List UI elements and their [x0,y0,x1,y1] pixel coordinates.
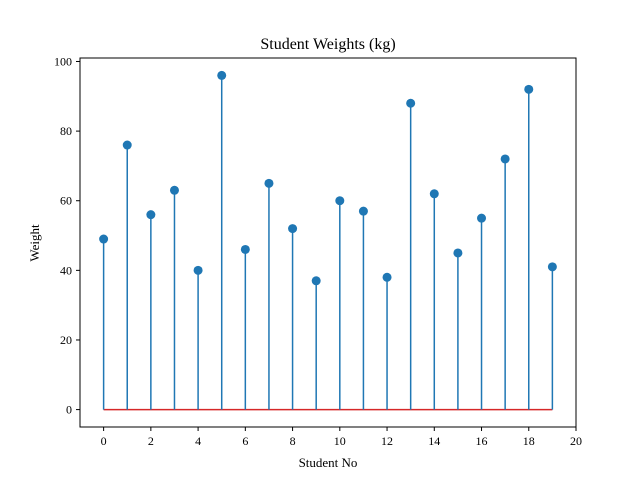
x-tick-label: 0 [101,434,107,448]
x-tick-label: 8 [290,434,296,448]
x-tick-label: 16 [476,434,488,448]
data-point-marker [240,244,250,254]
data-point-marker [217,70,227,80]
x-tick-label: 4 [195,434,201,448]
y-tick-label: 20 [60,333,72,347]
data-point-marker [288,224,298,234]
data-point-marker [193,265,203,275]
y-tick-label: 40 [60,263,72,277]
x-tick-label: 20 [570,434,582,448]
data-point-marker [358,206,368,216]
y-tick-label: 100 [54,54,72,68]
chart-title: Student Weights (kg) [260,36,395,53]
data-point-marker [146,210,156,220]
data-point-marker [406,98,416,108]
y-axis-label: Weight [27,224,42,262]
y-tick-label: 60 [60,194,72,208]
data-point-marker [169,185,179,195]
data-point-marker [264,178,274,188]
plot-frame [79,57,577,428]
data-point-marker [99,234,109,244]
data-point-marker [311,276,321,286]
y-tick-label: 0 [66,403,72,417]
x-tick-label: 18 [523,434,535,448]
data-point-marker [524,84,534,94]
data-point-marker [547,262,557,272]
y-tick-label: 80 [60,124,72,138]
x-tick-label: 12 [381,434,393,448]
data-point-marker [453,248,463,258]
data-point-marker [335,196,345,206]
data-point-marker [382,272,392,282]
x-tick-label: 14 [428,434,440,448]
data-point-marker [122,140,132,150]
data-point-marker [500,154,510,164]
x-tick-label: 10 [334,434,346,448]
x-tick-label: 6 [242,434,248,448]
x-axis-label: Student No [299,455,358,470]
plot-area: 0 2 4 6 8 10 12 14 16 18 20 0 20 40 60 80 100 [54,54,582,448]
data-point-marker [429,189,439,199]
x-tick-label: 2 [148,434,154,448]
data-point-marker [477,213,487,223]
